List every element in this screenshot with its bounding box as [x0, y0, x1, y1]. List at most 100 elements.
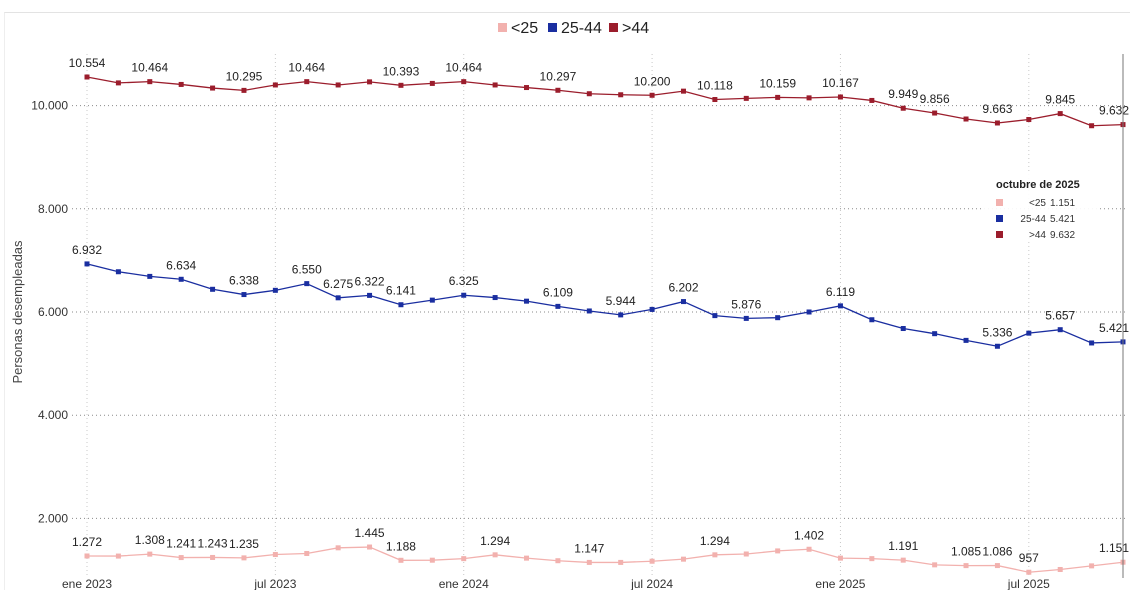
data-point[interactable]: [806, 546, 812, 552]
data-point[interactable]: [555, 303, 561, 309]
legend-item[interactable]: 25-44: [548, 20, 602, 37]
data-point[interactable]: [837, 555, 843, 561]
data-point[interactable]: [335, 295, 341, 301]
data-point[interactable]: [680, 556, 686, 562]
data-point[interactable]: [178, 276, 184, 282]
data-point[interactable]: [272, 287, 278, 293]
data-point[interactable]: [115, 80, 121, 86]
data-point[interactable]: [932, 562, 938, 568]
data-point[interactable]: [84, 74, 90, 80]
data-point[interactable]: [649, 558, 655, 564]
data-point[interactable]: [586, 91, 592, 97]
data-point[interactable]: [210, 554, 216, 560]
data-point[interactable]: [461, 292, 467, 298]
data-point[interactable]: [84, 553, 90, 559]
data-point[interactable]: [272, 82, 278, 88]
data-point[interactable]: [115, 553, 121, 559]
data-point[interactable]: [524, 85, 530, 91]
data-point[interactable]: [147, 273, 153, 279]
data-point[interactable]: [1057, 111, 1063, 117]
data-point[interactable]: [963, 337, 969, 343]
data-point[interactable]: [492, 82, 498, 88]
data-point[interactable]: [900, 557, 906, 563]
data-point[interactable]: [429, 297, 435, 303]
data-point[interactable]: [1089, 123, 1095, 129]
data-point[interactable]: [932, 110, 938, 116]
data-point[interactable]: [586, 559, 592, 565]
data-point[interactable]: [429, 557, 435, 563]
data-point[interactable]: [429, 80, 435, 86]
data-point[interactable]: [837, 303, 843, 309]
legend[interactable]: <25 25-44 >44: [498, 20, 649, 37]
data-point[interactable]: [555, 87, 561, 93]
data-point[interactable]: [994, 563, 1000, 569]
data-point[interactable]: [461, 556, 467, 562]
data-point[interactable]: [712, 552, 718, 558]
data-point[interactable]: [963, 116, 969, 122]
data-point[interactable]: [398, 557, 404, 563]
data-point[interactable]: [775, 548, 781, 554]
data-point[interactable]: [1026, 330, 1032, 336]
data-point[interactable]: [84, 261, 90, 267]
data-point[interactable]: [712, 313, 718, 319]
data-point[interactable]: [147, 79, 153, 85]
data-point[interactable]: [335, 82, 341, 88]
data-point[interactable]: [900, 326, 906, 332]
data-point[interactable]: [1089, 563, 1095, 569]
data-point[interactable]: [178, 555, 184, 561]
data-point[interactable]: [335, 545, 341, 551]
data-point[interactable]: [932, 331, 938, 337]
data-point[interactable]: [869, 97, 875, 103]
data-point[interactable]: [743, 95, 749, 101]
data-point[interactable]: [241, 292, 247, 298]
data-point[interactable]: [712, 97, 718, 103]
data-point[interactable]: [398, 82, 404, 88]
data-point[interactable]: [241, 555, 247, 561]
data-point[interactable]: [837, 94, 843, 100]
data-point[interactable]: [869, 317, 875, 323]
data-point[interactable]: [618, 312, 624, 318]
data-point[interactable]: [492, 552, 498, 558]
data-point[interactable]: [618, 92, 624, 98]
data-point[interactable]: [304, 550, 310, 556]
data-point[interactable]: [147, 551, 153, 557]
data-point[interactable]: [524, 298, 530, 304]
data-point[interactable]: [304, 281, 310, 287]
data-point[interactable]: [743, 551, 749, 557]
data-point[interactable]: [775, 94, 781, 100]
data-point[interactable]: [994, 343, 1000, 349]
data-point[interactable]: [210, 286, 216, 292]
data-point[interactable]: [680, 299, 686, 305]
data-point[interactable]: [1057, 327, 1063, 333]
data-point[interactable]: [367, 544, 373, 550]
data-point[interactable]: [775, 315, 781, 321]
data-point[interactable]: [210, 85, 216, 91]
data-point[interactable]: [272, 552, 278, 558]
data-point[interactable]: [586, 308, 592, 314]
data-point[interactable]: [963, 563, 969, 569]
data-point[interactable]: [1026, 117, 1032, 123]
data-point[interactable]: [806, 95, 812, 101]
data-point[interactable]: [178, 81, 184, 87]
legend-item[interactable]: >44: [609, 20, 649, 37]
data-point[interactable]: [492, 295, 498, 301]
data-point[interactable]: [115, 269, 121, 275]
legend-item[interactable]: <25: [498, 20, 538, 37]
data-point[interactable]: [649, 306, 655, 312]
data-point[interactable]: [1057, 566, 1063, 572]
data-point[interactable]: [367, 79, 373, 85]
data-point[interactable]: [1089, 340, 1095, 346]
data-point[interactable]: [555, 558, 561, 564]
data-point[interactable]: [1026, 569, 1032, 575]
data-point[interactable]: [680, 88, 686, 94]
data-point[interactable]: [900, 105, 906, 111]
data-point[interactable]: [649, 92, 655, 98]
data-point[interactable]: [241, 87, 247, 93]
data-point[interactable]: [367, 292, 373, 298]
data-point[interactable]: [994, 120, 1000, 126]
data-point[interactable]: [743, 315, 749, 321]
data-point[interactable]: [461, 79, 467, 85]
data-point[interactable]: [524, 555, 530, 561]
data-point[interactable]: [869, 556, 875, 562]
data-point[interactable]: [806, 309, 812, 315]
